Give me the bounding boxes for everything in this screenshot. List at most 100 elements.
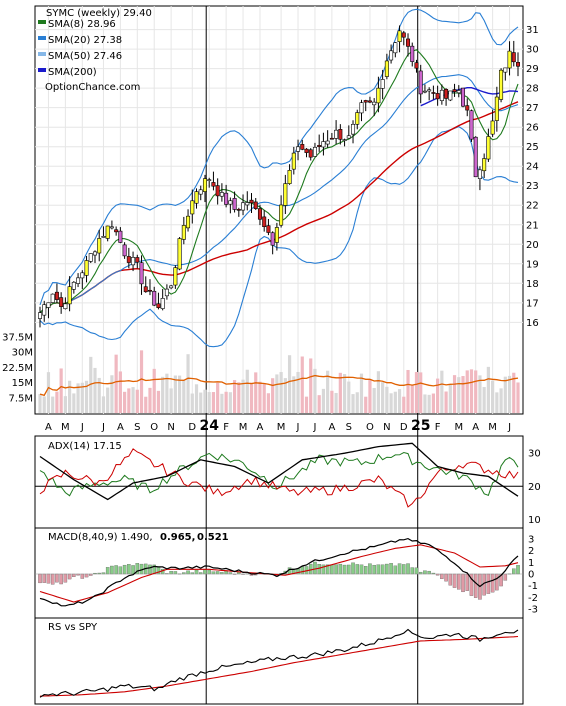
candle-body [76, 277, 81, 284]
macd-histogram-bar [308, 563, 313, 575]
rs-label: RS vs SPY [48, 622, 98, 633]
macd-histogram-bar [67, 573, 72, 580]
candle-body [359, 102, 364, 114]
candle-body [380, 79, 385, 89]
volume-bar [431, 393, 435, 413]
legend-swatch-sma200 [38, 68, 46, 72]
candle-body [215, 185, 220, 197]
bollinger-upper [39, 8, 519, 306]
candle-body [160, 298, 165, 309]
volume-bar [245, 369, 249, 413]
adx-tick-label: 10 [528, 515, 541, 526]
volume-bar [364, 396, 368, 413]
volume-bar [76, 383, 80, 413]
candle-body [355, 112, 360, 125]
macd-histogram-bar [452, 573, 457, 588]
candle-body [414, 62, 419, 69]
macd-histogram-bar [55, 573, 59, 583]
volume-bar [165, 373, 169, 413]
macd-histogram-bar [389, 563, 393, 575]
candle-body [114, 229, 119, 233]
macd-histogram-bar [461, 573, 465, 593]
price-tick-label: 18 [526, 279, 539, 290]
legend-sma8: SMA(8) 28.96 [48, 19, 116, 30]
candle-body [279, 204, 284, 226]
volume-bar [169, 388, 173, 413]
volume-average [39, 374, 519, 397]
candle-body [346, 135, 351, 139]
candle-body [431, 92, 436, 94]
volume-bar [478, 375, 482, 413]
bollinger-bands [39, 8, 519, 348]
sma20-line [39, 74, 519, 314]
volume-bar [334, 392, 338, 413]
volume-bar [127, 388, 131, 413]
candle-body [469, 110, 474, 140]
macd-histogram-bar [84, 573, 89, 578]
candle-body [253, 201, 258, 209]
macd-histogram-bar [59, 573, 63, 585]
month-label: A [472, 422, 479, 433]
macd-histogram-bar [46, 573, 51, 584]
candle-body [164, 288, 169, 297]
volume-bar [436, 378, 440, 413]
macd-histogram-bar [397, 563, 402, 575]
volume-bar [313, 368, 317, 413]
source-label: OptionChance.com [45, 82, 140, 93]
macd-histogram-bar [351, 562, 355, 575]
candle-body [507, 50, 512, 69]
volume-bar [190, 393, 194, 413]
volume-bar [283, 378, 287, 413]
candle-body [397, 30, 402, 42]
bollinger-lower [39, 125, 519, 348]
macd-histogram-bar [131, 565, 135, 575]
volume-bar [355, 392, 359, 413]
volume-bar [106, 387, 110, 413]
volume-bar [457, 377, 461, 413]
month-label: M [454, 422, 463, 433]
volume-bar [237, 382, 241, 413]
volume-bar [279, 372, 283, 413]
volume-bar [186, 354, 190, 413]
macd-histogram-bar [427, 570, 431, 575]
candle-body [177, 238, 182, 270]
candle-body [236, 209, 241, 211]
candle-body [473, 136, 478, 178]
volume-bar [118, 371, 122, 413]
macd-histogram-bar [330, 564, 334, 575]
candle-body [384, 60, 389, 77]
candle-body [109, 226, 114, 229]
volume-bar [173, 375, 177, 413]
macd-histogram-bar [440, 573, 444, 579]
volume-bar [63, 396, 67, 413]
symbol-label: SYMC (weekly) 29.40 [46, 8, 152, 19]
macd-histogram-bar [194, 569, 199, 575]
volume-bar [224, 391, 228, 413]
price-tick-label: 27 [526, 103, 539, 114]
volume-tick-label: 15M [12, 378, 33, 389]
macd-histogram-bar [342, 564, 347, 575]
price-tick-label: 19 [526, 259, 539, 270]
month-label: A [45, 422, 52, 433]
legend-swatch-sma50 [38, 52, 46, 56]
macd-line [39, 537, 519, 607]
candle-body [465, 105, 470, 111]
macd-histogram-bar [393, 565, 398, 575]
rs-indicator [39, 628, 519, 698]
adx-label: ADX(14) 17.15 [48, 441, 122, 452]
volume-bar [241, 379, 245, 413]
candle-body [245, 202, 250, 206]
candle-body [232, 198, 237, 210]
price-axis: 16 17 18 19 20 21 22 23 24 25 26 27 28 29 30 31 [526, 25, 539, 329]
month-label: J [296, 422, 300, 433]
candle-body [118, 230, 123, 243]
month-label: J [101, 422, 105, 433]
volume-bar [101, 396, 106, 413]
candle-body [296, 146, 301, 152]
candle-body [169, 285, 174, 289]
macd-histogram-bar [368, 563, 372, 575]
candle-body [329, 137, 334, 140]
candle-body [131, 257, 136, 266]
macd-tick-label: 1 [528, 558, 534, 569]
